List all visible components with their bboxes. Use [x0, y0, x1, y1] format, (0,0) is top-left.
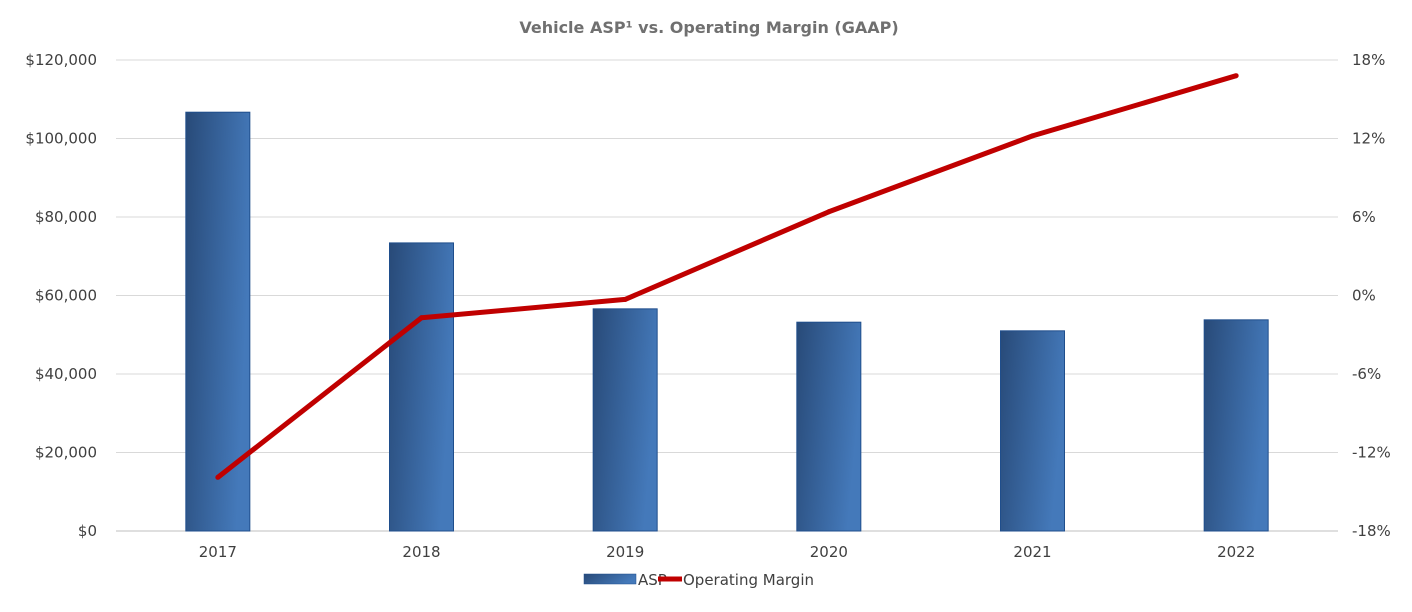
y-right-tick-label: 12% [1352, 130, 1385, 148]
x-tick-label: 2017 [199, 543, 237, 561]
legend: ASP Operating Margin [583, 571, 814, 589]
bar-asp-2022 [1203, 319, 1269, 532]
legend-label-asp: ASP [638, 571, 667, 589]
point-operating-margin-2018 [419, 315, 424, 321]
y-left-tick-label: $40,000 [35, 365, 97, 383]
y-right-tick-label: 0% [1352, 287, 1376, 305]
y-right-tick-label: 6% [1352, 208, 1376, 226]
y-left-tick-label: $60,000 [35, 287, 97, 305]
point-operating-margin-2022 [1233, 73, 1239, 79]
y-right-tick-label: 18% [1352, 51, 1385, 69]
x-tick-label: 2018 [402, 543, 440, 561]
bar-asp-2017 [185, 111, 251, 532]
y-right-tick-label: -6% [1352, 365, 1381, 383]
legend-swatch-asp [583, 573, 637, 585]
bar-asp-2021 [1000, 330, 1065, 532]
y-left-tick-label: $100,000 [25, 130, 97, 148]
y-right-tick-label: -12% [1352, 444, 1391, 462]
x-tick-label: 2021 [1013, 543, 1051, 561]
x-tick-label: 2019 [606, 543, 644, 561]
bar-asp-2018 [389, 242, 454, 532]
line-operating-margin [216, 73, 1237, 480]
x-tick-label: 2020 [810, 543, 848, 561]
y-left-tick-label: $120,000 [25, 51, 97, 69]
point-operating-margin-2019 [622, 296, 628, 302]
bar-asp-2020 [796, 321, 862, 532]
point-operating-margin-2017 [215, 474, 221, 480]
y-left-tick-label: $80,000 [35, 208, 97, 226]
y-left-tick-label: $0 [78, 522, 97, 540]
point-operating-margin-2020 [826, 209, 832, 215]
x-tick-label: 2022 [1217, 543, 1255, 561]
legend-label-operating-margin: Operating Margin [683, 571, 814, 589]
point-operating-margin-2021 [1030, 133, 1035, 139]
chart-title: Vehicle ASP¹ vs. Operating Margin (GAAP) [519, 18, 898, 37]
y-left-tick-label: $20,000 [35, 444, 97, 462]
y-right-tick-label: -18% [1352, 522, 1391, 540]
bar-asp-2019 [592, 308, 658, 532]
